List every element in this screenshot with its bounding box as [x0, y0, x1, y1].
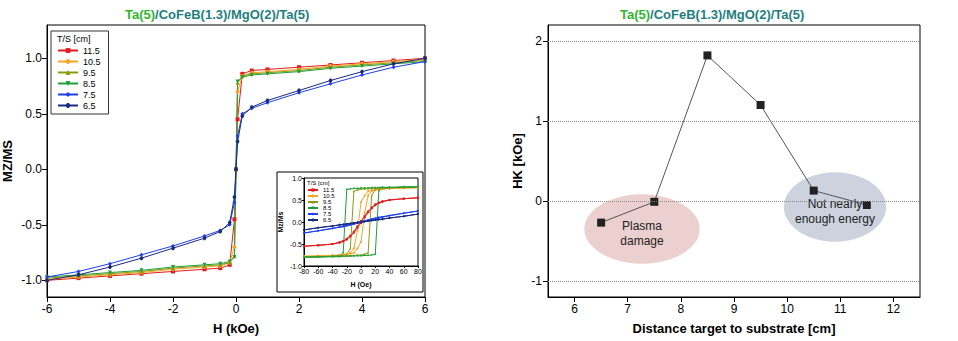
svg-text:Plasma: Plasma — [622, 219, 662, 233]
svg-text:T/S [cm]: T/S [cm] — [307, 180, 330, 186]
svg-text:4: 4 — [359, 302, 366, 316]
svg-text:H (Oe): H (Oe) — [351, 281, 372, 289]
svg-text:7.5: 7.5 — [83, 90, 96, 100]
svg-text:2: 2 — [535, 34, 542, 48]
svg-text:0: 0 — [535, 194, 542, 208]
svg-text:7: 7 — [624, 302, 631, 316]
svg-text:9: 9 — [731, 302, 738, 316]
svg-text:-1: -1 — [531, 274, 542, 288]
svg-text:0: 0 — [233, 302, 240, 316]
svg-text:2: 2 — [296, 302, 303, 316]
svg-text:-2: -2 — [168, 302, 179, 316]
svg-text:10.5: 10.5 — [83, 57, 101, 67]
svg-text:Mz/Ms: Mz/Ms — [277, 211, 284, 232]
svg-text:40: 40 — [386, 268, 394, 275]
svg-text:Ta(5): Ta(5) — [620, 7, 650, 22]
svg-text:11: 11 — [834, 302, 847, 316]
svg-text:8: 8 — [678, 302, 685, 316]
svg-text:6: 6 — [571, 302, 578, 316]
svg-text:T/S [cm]: T/S [cm] — [57, 34, 91, 44]
svg-text:Not nearly: Not nearly — [808, 197, 863, 211]
svg-text:Ta(5): Ta(5) — [125, 7, 155, 22]
svg-text:/CoFeB(1.3)/MgO(2)/Ta(5): /CoFeB(1.3)/MgO(2)/Ta(5) — [650, 7, 804, 22]
svg-text:0.5: 0.5 — [292, 197, 302, 204]
svg-text:9.5: 9.5 — [323, 199, 332, 205]
svg-text:0.5: 0.5 — [25, 107, 42, 121]
svg-text:Distance target to substrate [: Distance target to substrate [cm] — [633, 321, 836, 336]
svg-text:-20: -20 — [342, 268, 352, 275]
svg-text:1.0: 1.0 — [25, 51, 42, 65]
svg-text:1: 1 — [535, 114, 542, 128]
svg-text:-0.5: -0.5 — [21, 218, 42, 232]
svg-text:60: 60 — [400, 268, 408, 275]
svg-text:/CoFeB(1.3)/MgO(2)/Ta(5): /CoFeB(1.3)/MgO(2)/Ta(5) — [155, 7, 309, 22]
svg-text:0.0: 0.0 — [25, 162, 42, 176]
svg-text:-0.5: -0.5 — [290, 241, 302, 248]
svg-text:8.5: 8.5 — [323, 205, 332, 211]
svg-text:-1.0: -1.0 — [289, 262, 302, 270]
svg-text:11.5: 11.5 — [83, 46, 100, 56]
svg-text:-4: -4 — [105, 302, 116, 316]
svg-text:0: 0 — [359, 268, 363, 275]
svg-text:10.5: 10.5 — [323, 193, 335, 199]
svg-text:10: 10 — [780, 302, 794, 316]
svg-text:20: 20 — [371, 268, 379, 275]
svg-text:9.5: 9.5 — [83, 68, 96, 78]
svg-text:HK [kOe]: HK [kOe] — [510, 133, 525, 189]
svg-text:80: 80 — [414, 268, 422, 275]
svg-text:6.5: 6.5 — [83, 101, 96, 111]
svg-text:-60: -60 — [313, 268, 323, 275]
svg-text:-1.0: -1.0 — [21, 273, 42, 287]
svg-text:7.5: 7.5 — [323, 211, 332, 217]
svg-text:-6: -6 — [42, 302, 53, 316]
svg-text:H (kOe): H (kOe) — [213, 321, 259, 336]
svg-text:-40: -40 — [327, 268, 337, 275]
svg-text:damage: damage — [620, 234, 664, 248]
svg-text:MZ/MS: MZ/MS — [0, 140, 15, 182]
svg-text:11.5: 11.5 — [323, 187, 335, 193]
svg-text:8.5: 8.5 — [83, 79, 96, 89]
svg-text:-80: -80 — [299, 268, 309, 275]
svg-text:1.0: 1.0 — [292, 175, 302, 182]
svg-text:0.0: 0.0 — [292, 219, 302, 226]
svg-text:12: 12 — [887, 302, 901, 316]
svg-text:6.5: 6.5 — [323, 217, 332, 223]
svg-text:enough energy: enough energy — [795, 212, 875, 226]
svg-text:6: 6 — [422, 302, 429, 316]
